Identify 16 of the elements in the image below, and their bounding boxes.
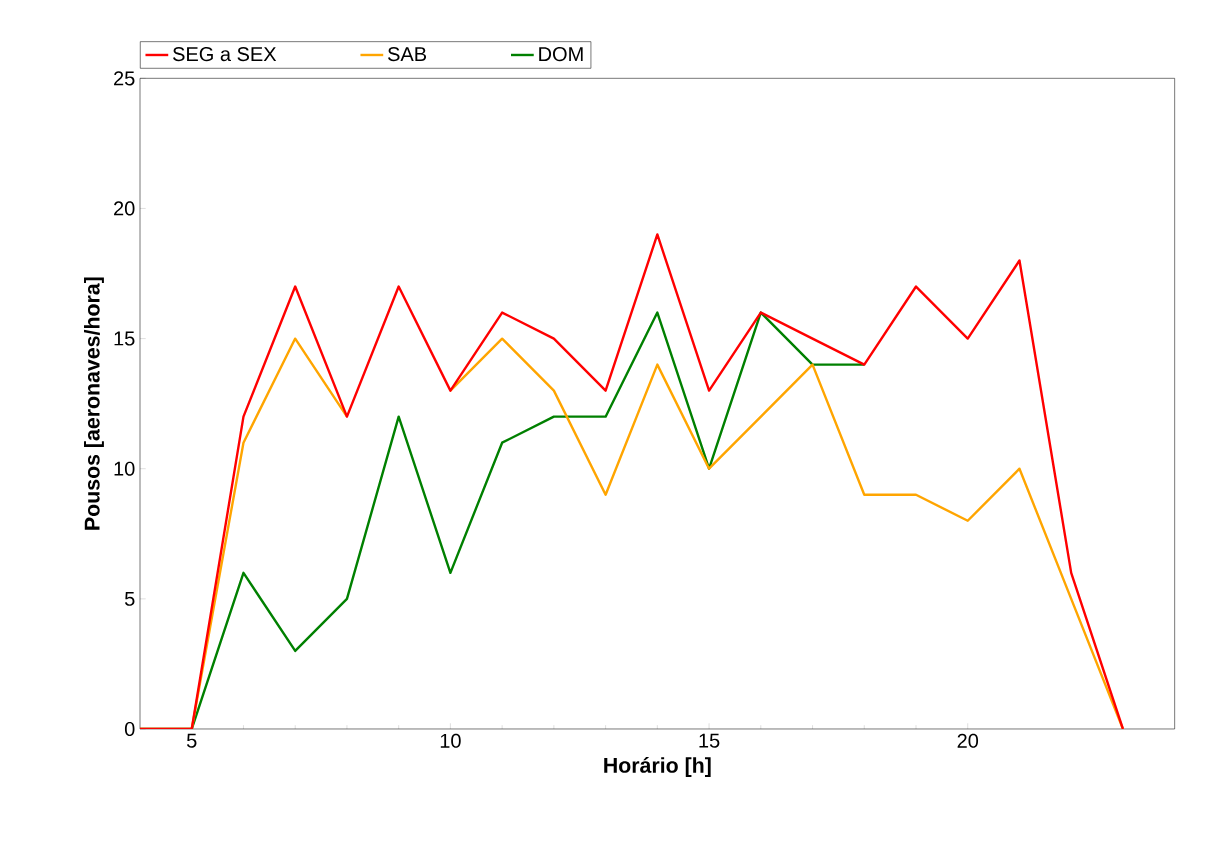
y-tick-label: 15 bbox=[114, 331, 135, 346]
x-tick-label: 10 bbox=[440, 733, 461, 748]
y-tick-label: 20 bbox=[114, 201, 135, 216]
x-tick-label: 5 bbox=[186, 733, 197, 748]
y-tick-label: 25 bbox=[114, 71, 135, 86]
x-axis-title: Horário [h] bbox=[604, 757, 711, 778]
legend-label: DOM bbox=[539, 46, 583, 62]
x-tick-label: 20 bbox=[957, 733, 979, 748]
y-tick-label: 0 bbox=[124, 721, 135, 737]
y-tick-label: 10 bbox=[114, 461, 135, 476]
y-tick-label: 5 bbox=[124, 591, 135, 606]
line-series bbox=[140, 233, 1125, 729]
legend-label: SEG a SEX bbox=[173, 46, 277, 62]
y-axis-title: Pousos [aeronaves/hora] bbox=[84, 277, 104, 530]
legend-label: SAB bbox=[387, 46, 427, 62]
x-tick-label: 15 bbox=[699, 733, 720, 748]
